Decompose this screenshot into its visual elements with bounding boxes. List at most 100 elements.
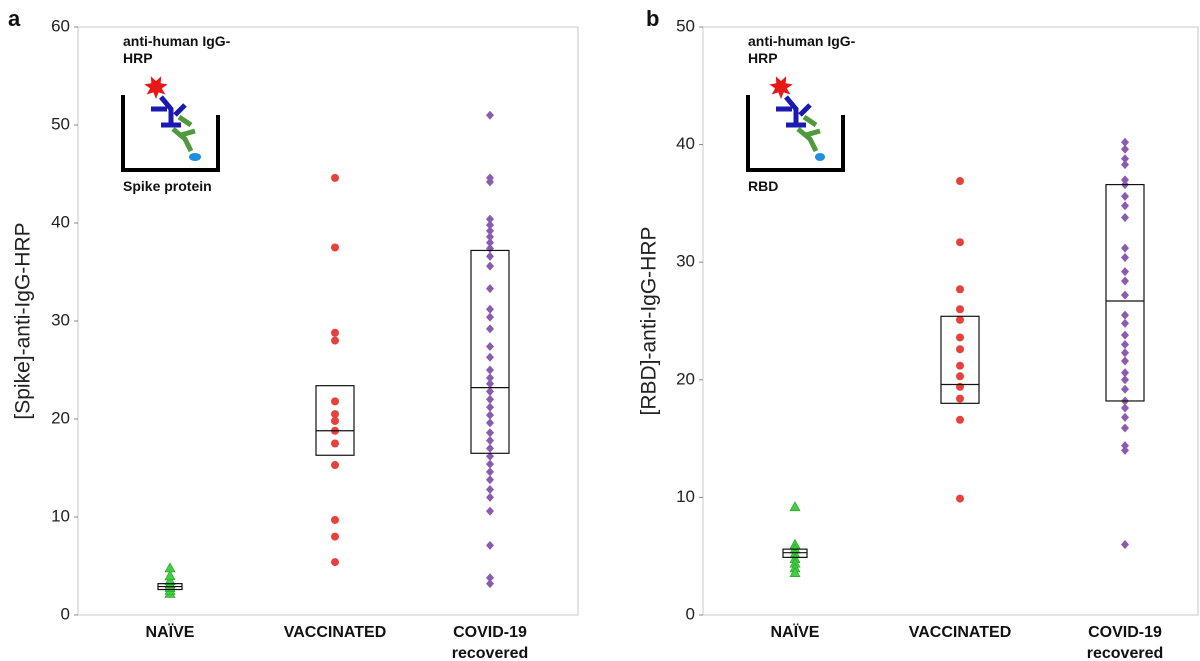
data-point: [1121, 191, 1129, 201]
data-point: [486, 379, 494, 389]
data-point: [789, 567, 801, 577]
data-point: [486, 214, 494, 224]
data-point: [1121, 375, 1129, 385]
data-point: [486, 324, 494, 334]
data-point: [486, 492, 494, 502]
y-axis-label: [Spike]-anti-IgG-HRP: [12, 222, 35, 419]
data-point: [1121, 137, 1129, 147]
iqr-box: [940, 315, 980, 404]
data-point: [956, 285, 964, 294]
plot-frame: [77, 26, 579, 616]
data-point: [1121, 201, 1129, 211]
x-category-label: VACCINATED: [908, 624, 1012, 641]
data-point: [1121, 356, 1129, 366]
inset-antibody: [151, 95, 187, 128]
inset-target: Spike protein: [123, 178, 212, 194]
data-point: [486, 352, 494, 362]
data-point: [486, 506, 494, 516]
y-tick-label: 10: [676, 487, 695, 506]
data-point: [486, 475, 494, 485]
y-tick-label: 30: [676, 252, 695, 271]
data-point: [486, 312, 494, 322]
plot-frame: [702, 26, 1199, 616]
y-tick-label: 60: [51, 16, 70, 35]
y-tick-label: 50: [51, 114, 70, 133]
data-point: [331, 328, 339, 337]
data-point: [1121, 310, 1129, 320]
data-point: [486, 243, 494, 253]
data-point: [1121, 412, 1129, 422]
y-tick-label: 40: [51, 212, 70, 231]
data-point: [486, 365, 494, 375]
data-point: [956, 361, 964, 370]
data-point: [331, 173, 339, 182]
data-point: [1121, 318, 1129, 328]
inset-well: [121, 95, 220, 172]
data-point: [486, 373, 494, 383]
data-point: [331, 515, 339, 524]
data-point: [1121, 368, 1129, 378]
inset-label: anti-human IgG-HRP: [123, 33, 231, 66]
data-point: [486, 232, 494, 242]
data-point: [956, 305, 964, 314]
data-point: [1121, 144, 1129, 154]
inset-antibody: [776, 95, 812, 128]
data-point: [1121, 154, 1129, 164]
data-point: [486, 485, 494, 495]
data-point: [486, 238, 494, 248]
y-tick-label: 0: [686, 604, 695, 623]
y-tick-label: 0: [61, 604, 70, 623]
x-category-label: NAÏVE: [145, 624, 195, 641]
y-tick-label: 40: [676, 134, 695, 153]
inset-antibody: [796, 114, 821, 153]
data-point: [486, 226, 494, 236]
data-point: [1121, 330, 1129, 340]
data-point: [486, 428, 494, 438]
inset-well: [746, 95, 845, 172]
data-point: [331, 558, 339, 567]
iqr-box: [1105, 183, 1145, 402]
data-point: [1121, 175, 1129, 185]
data-point: [1121, 340, 1129, 350]
data-point: [486, 251, 494, 261]
inset-star: [144, 76, 168, 99]
data-point: [789, 501, 801, 512]
data-point: [956, 177, 964, 186]
data-point: [486, 110, 494, 120]
data-point: [956, 372, 964, 381]
data-point: [1121, 384, 1129, 394]
y-tick-label: 30: [51, 310, 70, 329]
data-point: [956, 394, 964, 403]
data-point: [956, 494, 964, 503]
data-point: [486, 579, 494, 589]
y-tick-label: 10: [51, 506, 70, 525]
x-category-label: COVID-19 recovered: [1086, 624, 1164, 661]
data-point: [331, 336, 339, 345]
data-point: [1121, 243, 1129, 253]
data-point: [486, 387, 494, 397]
data-point: [486, 451, 494, 461]
y-tick-label: 20: [676, 369, 695, 388]
data-point: [1121, 252, 1129, 262]
inset-antigen: [189, 153, 201, 161]
inset-antibody: [171, 114, 196, 153]
data-point: [1121, 348, 1129, 358]
data-point: [486, 304, 494, 314]
data-point: [1121, 290, 1129, 300]
data-point: [331, 416, 339, 425]
iqr-box: [470, 249, 510, 454]
data-point: [331, 461, 339, 470]
iqr-box: [315, 385, 355, 456]
data-point: [486, 220, 494, 230]
data-point: [486, 261, 494, 271]
data-point: [956, 333, 964, 342]
data-point: [486, 459, 494, 469]
data-point: [164, 562, 176, 573]
data-point: [164, 575, 176, 586]
data-point: [486, 394, 494, 404]
y-tick-label: 50: [676, 16, 695, 35]
data-point: [486, 418, 494, 428]
data-point: [331, 243, 339, 252]
data-point: [1121, 539, 1129, 549]
